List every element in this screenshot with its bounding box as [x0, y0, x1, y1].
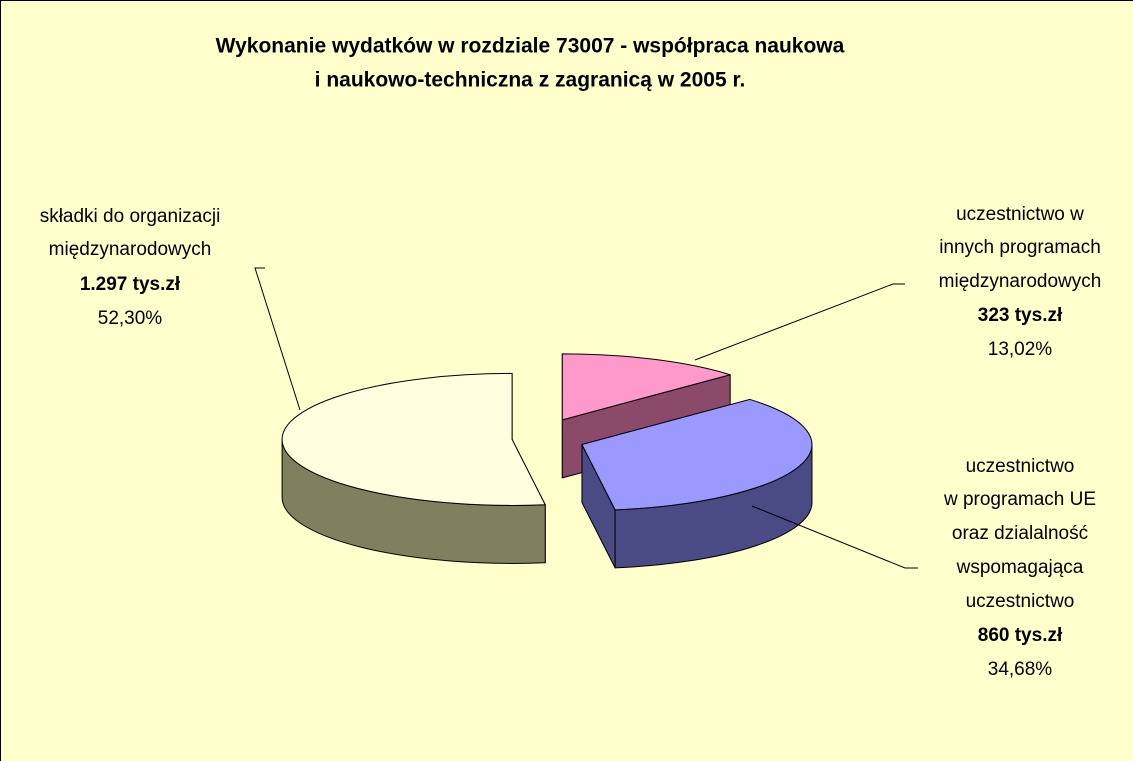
category-label: międzynarodowych: [939, 271, 1102, 292]
category-label: oraz dzialalność: [952, 523, 1088, 544]
category-label: uczestnictwo: [966, 591, 1075, 612]
category-label: innych programach: [939, 237, 1101, 258]
leader-lines: [254, 267, 918, 569]
amount-label: 323 tys.zł: [978, 305, 1063, 326]
chart-title: Wykonanie wydatków w rozdziale 73007 - w…: [216, 35, 845, 58]
amount-label: 1.297 tys.zł: [80, 274, 181, 295]
chart-title: i naukowo-techniczna z zagranicą w 2005 …: [315, 69, 746, 92]
value-label: 13,02%: [988, 339, 1053, 360]
leader-line: [694, 283, 905, 361]
category-label: w programach UE: [943, 489, 1096, 510]
category-label: uczestnictwo w: [956, 204, 1084, 225]
leader-line: [254, 267, 301, 411]
category-label: składki do organizacji: [40, 206, 221, 227]
value-label: 52,30%: [98, 308, 163, 329]
value-label: 34,68%: [988, 659, 1053, 680]
slice: [281, 372, 546, 506]
pie: [281, 353, 813, 569]
category-label: wspomagająca: [956, 557, 1084, 578]
slice: [581, 398, 813, 511]
amount-label: 860 tys.zł: [978, 625, 1063, 646]
category-label: uczestnictwo: [966, 456, 1075, 477]
category-label: międzynarodowych: [49, 239, 212, 260]
slice: [561, 353, 731, 421]
leader-line: [751, 505, 918, 569]
